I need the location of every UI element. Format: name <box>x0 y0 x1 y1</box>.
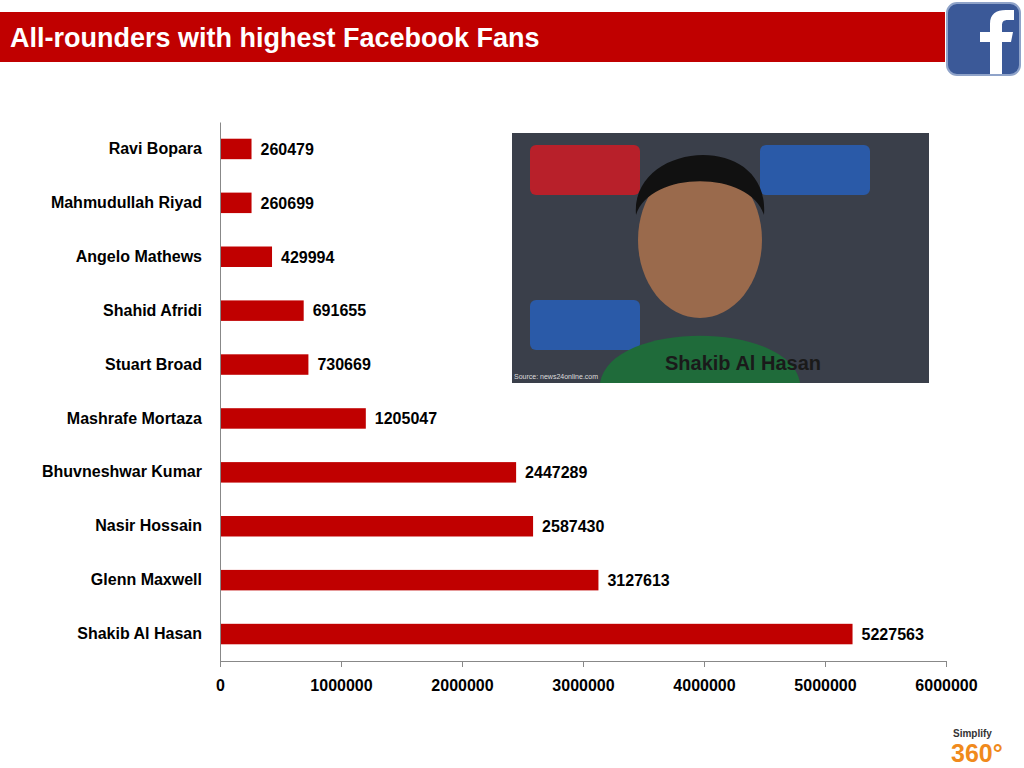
facebook-icon-f <box>980 10 1014 74</box>
y-tick-label: Shakib Al Hasan <box>77 625 202 642</box>
x-tick: 4000000 <box>673 661 735 694</box>
x-tick-mark <box>220 661 221 667</box>
x-tick-label: 6000000 <box>915 677 977 694</box>
bar <box>220 408 366 428</box>
photo-caption: Shakib Al Hasan <box>665 352 821 374</box>
y-tick-label: Ravi Bopara <box>109 140 202 157</box>
y-tick: Mahmudullah Riyad <box>51 194 220 211</box>
y-tick-label: Mashrafe Mortaza <box>67 410 202 427</box>
photo-background <box>512 133 929 383</box>
chart: All-rounders with highest Facebook Fans 2… <box>0 0 1024 768</box>
x-tick-mark <box>946 661 947 667</box>
y-axis-line <box>220 123 221 662</box>
facebook-icon-bg <box>947 3 1020 75</box>
logo-text: Simplify <box>953 728 992 739</box>
x-tick-mark <box>704 661 705 667</box>
data-label: 3127613 <box>607 572 669 589</box>
photo-source: Source: news24online.com <box>514 373 598 380</box>
photo: Shakib Al Hasan Source: news24online.com <box>512 133 929 383</box>
y-tick: Bhuvneshwar Kumar <box>42 463 220 480</box>
y-tick-label: Mahmudullah Riyad <box>51 194 202 211</box>
bar <box>220 354 308 374</box>
bar <box>220 570 598 590</box>
facebook-icon <box>947 3 1020 75</box>
bar <box>220 193 252 213</box>
y-tick-label: Stuart Broad <box>105 356 202 373</box>
y-tick: Shakib Al Hasan <box>77 625 220 642</box>
y-axis: Ravi Bopara Mahmudullah Riyad Angelo Mathe… <box>42 123 221 662</box>
x-tick-label: 1000000 <box>310 677 372 694</box>
data-label: 429994 <box>281 249 334 266</box>
y-tick: Mashrafe Mortaza <box>67 410 220 427</box>
y-tick-label: Bhuvneshwar Kumar <box>42 463 202 480</box>
data-label: 2587430 <box>542 518 604 535</box>
photo-sign <box>760 145 870 195</box>
data-label: 5227563 <box>862 626 924 643</box>
x-tick-label: 3000000 <box>552 677 614 694</box>
y-tick: Stuart Broad <box>105 356 220 373</box>
x-tick: 6000000 <box>915 661 977 694</box>
y-tick-label: Angelo Mathews <box>76 248 202 265</box>
logo-number: 360° <box>951 739 1003 767</box>
data-label: 730669 <box>317 356 370 373</box>
x-tick: 2000000 <box>431 661 493 694</box>
x-tick-label: 0 <box>216 677 225 694</box>
x-tick: 0 <box>216 661 225 694</box>
y-tick: Shahid Afridi <box>103 302 220 319</box>
y-tick-label: Glenn Maxwell <box>91 571 202 588</box>
data-label: 2447289 <box>525 464 587 481</box>
x-axis-line <box>221 662 947 668</box>
x-tick: 5000000 <box>794 661 856 694</box>
bar <box>220 516 533 536</box>
x-tick-mark <box>462 661 463 667</box>
data-label: 1205047 <box>375 410 437 427</box>
y-tick: Ravi Bopara <box>109 140 220 157</box>
data-label: 691655 <box>313 302 366 319</box>
data-label: 260479 <box>261 141 314 158</box>
x-tick-label: 5000000 <box>794 677 856 694</box>
title-banner <box>0 12 945 62</box>
photo-hair <box>636 155 764 215</box>
photo-sign <box>530 300 640 350</box>
x-tick-mark <box>825 661 826 667</box>
bar <box>220 300 304 320</box>
title: All-rounders with highest Facebook Fans <box>10 23 540 53</box>
x-axis: 0 1000000 2000000 3000000 4000000 5000000 6000… <box>216 661 978 694</box>
x-tick-mark <box>583 661 584 667</box>
bar <box>220 247 272 267</box>
y-tick-label: Shahid Afridi <box>103 302 202 319</box>
x-tick-label: 2000000 <box>431 677 493 694</box>
photo-sign <box>530 145 640 195</box>
bar <box>220 462 516 482</box>
data-label: 260699 <box>261 195 314 212</box>
bar <box>220 624 853 644</box>
y-tick: Nasir Hossain <box>95 517 220 534</box>
x-tick: 1000000 <box>310 661 372 694</box>
x-tick-mark <box>341 661 342 667</box>
y-tick: Glenn Maxwell <box>91 571 220 588</box>
x-tick-label: 4000000 <box>673 677 735 694</box>
y-tick-label: Nasir Hossain <box>95 517 202 534</box>
y-tick: Angelo Mathews <box>76 248 220 265</box>
bar <box>220 139 252 159</box>
x-tick: 3000000 <box>552 661 614 694</box>
